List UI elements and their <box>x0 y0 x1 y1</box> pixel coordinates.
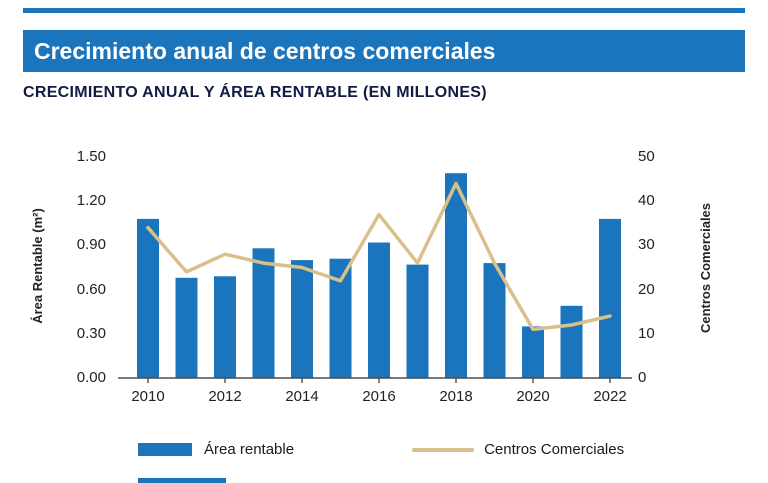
bar-2014 <box>291 260 313 378</box>
left-axis-ticks: 1.50 1.20 0.90 0.60 0.30 0.00 <box>48 148 106 386</box>
left-tick-0.60: 0.60 <box>76 280 106 298</box>
x-label-2018: 2018 <box>439 388 473 405</box>
legend-label-area-rentable: Área rentable <box>204 441 295 458</box>
bar-2010 <box>137 218 159 378</box>
right-tick-20: 20 <box>638 280 655 298</box>
right-tick-10: 10 <box>638 324 655 342</box>
right-tick-40: 40 <box>638 192 655 210</box>
bar-2017 <box>406 264 429 378</box>
right-axis-title: Centros Comerciales <box>698 202 713 334</box>
bar-2021 <box>560 305 583 378</box>
combo-chart-plot <box>118 173 632 383</box>
legend-line-swatch <box>412 447 475 452</box>
bar-2013 <box>252 248 275 378</box>
x-label-2016: 2016 <box>362 388 396 405</box>
right-tick-50: 50 <box>638 148 655 165</box>
x-label-2010: 2010 <box>131 388 165 405</box>
bar-2020 <box>522 326 544 378</box>
bottom-cutoff-element <box>138 478 226 483</box>
left-tick-1.50: 1.50 <box>76 148 106 165</box>
left-tick-0.90: 0.90 <box>76 236 106 254</box>
x-label-2012: 2012 <box>208 388 242 405</box>
legend-bar-swatch <box>138 443 192 456</box>
right-axis-ticks: 50 40 30 20 10 0 <box>638 148 678 386</box>
left-tick-0.00: 0.00 <box>76 369 106 386</box>
title-banner: Crecimiento anual de centros comerciales <box>23 30 745 72</box>
bar-2011 <box>175 277 198 378</box>
x-axis-ticks: 2010 2012 2014 2016 2018 2020 2022 <box>118 387 632 409</box>
left-tick-0.30: 0.30 <box>76 324 106 342</box>
bar-2012 <box>214 276 236 378</box>
x-label-2022: 2022 <box>593 388 627 405</box>
bar-2022 <box>599 218 621 378</box>
bar-2016 <box>368 242 390 378</box>
left-tick-1.20: 1.20 <box>76 192 106 210</box>
legend: Área rentable Centros Comerciales <box>138 441 624 458</box>
x-label-2020: 2020 <box>516 388 550 405</box>
top-rule <box>23 8 745 13</box>
bar-2018 <box>445 173 467 378</box>
line-centros-comerciales <box>146 181 612 332</box>
right-tick-0: 0 <box>638 369 647 386</box>
bar-2019 <box>483 263 506 378</box>
bar-2015 <box>329 258 352 378</box>
right-tick-30: 30 <box>638 236 655 254</box>
page-title: Crecimiento anual de centros comerciales <box>34 38 496 64</box>
x-label-2014: 2014 <box>285 388 319 405</box>
left-axis-title: Área Rentable (m²) <box>30 208 45 324</box>
legend-label-centros-comerciales: Centros Comerciales <box>484 441 625 458</box>
legend-item-centros-comerciales: Centros Comerciales <box>412 441 624 458</box>
legend-item-area-rentable: Área rentable <box>138 441 294 458</box>
page-subtitle: CRECIMIENTO ANUAL Y ÁREA RENTABLE (EN MI… <box>23 84 487 101</box>
